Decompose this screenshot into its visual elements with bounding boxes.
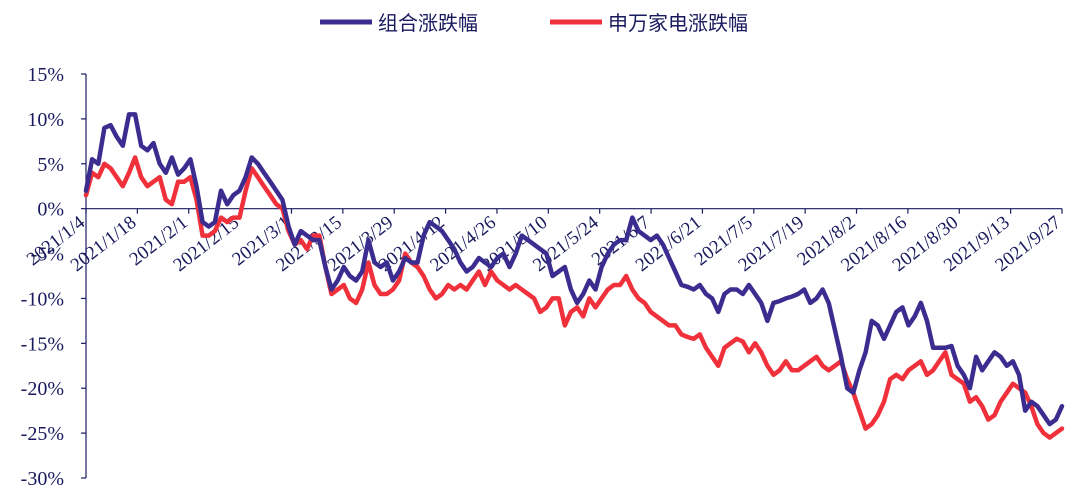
y-tick-label: -25% [21, 423, 64, 445]
y-tick-label: 10% [27, 109, 64, 131]
legend-label-appliance: 申万家电涨跌幅 [608, 11, 748, 35]
y-tick-label: -20% [21, 378, 64, 400]
series-line-appliance [83, 155, 1065, 440]
y-tick-label: 0% [37, 199, 64, 221]
y-tick-label: -15% [21, 333, 64, 355]
y-tick-label: -30% [21, 468, 64, 486]
y-tick-label: 5% [37, 154, 64, 176]
legend-label-portfolio: 组合涨跌幅 [378, 11, 478, 35]
legend: 组合涨跌幅 申万家电涨跌幅 [320, 11, 748, 35]
y-tick-label: -5% [31, 244, 64, 266]
series-line-portfolio [83, 112, 1065, 427]
y-tick-label: -10% [21, 288, 64, 310]
y-tick-label: 15% [27, 64, 64, 86]
